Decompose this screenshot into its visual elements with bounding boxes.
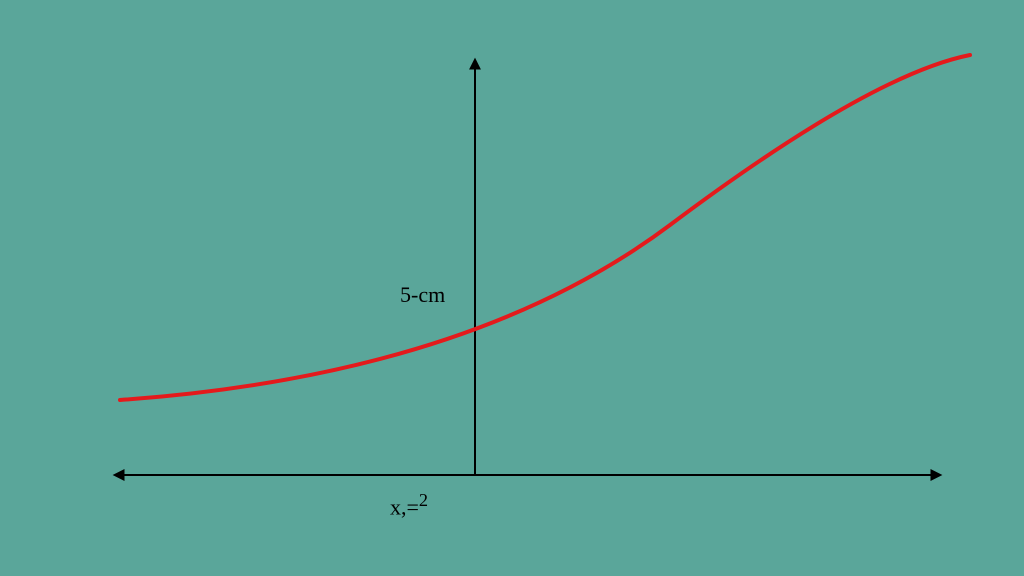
x-axis-formula-label: x,=2 (390, 490, 428, 520)
plot-svg (0, 0, 1024, 576)
x-axis-formula-base: x,= (390, 494, 419, 519)
x-axis-formula-exponent: 2 (419, 490, 428, 510)
exponential-curve-chart: 5-cm x,=2 (0, 0, 1024, 576)
y-intercept-label: 5-cm (400, 282, 445, 308)
